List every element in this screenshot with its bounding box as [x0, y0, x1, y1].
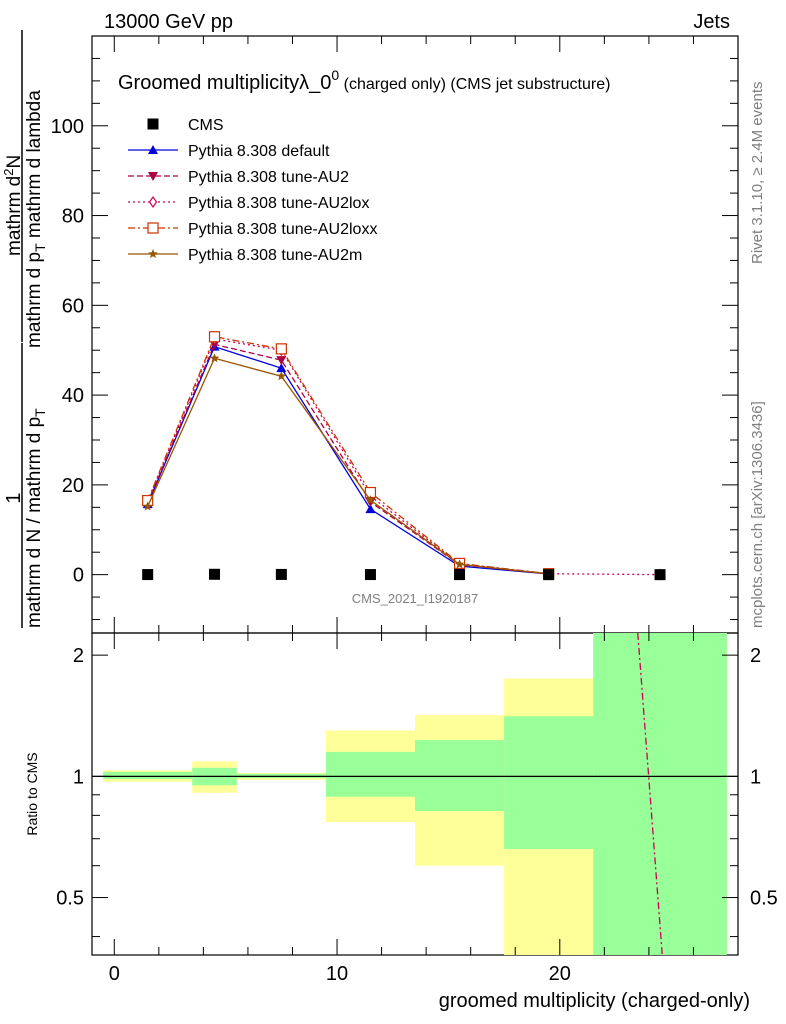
legend-entry-cms: CMS — [147, 117, 224, 134]
legend-entry-au2loxx: Pythia 8.308 tune-AU2loxx — [128, 221, 377, 238]
legend-entry-au2m: Pythia 8.308 tune-AU2m — [128, 247, 362, 264]
mcplots-label: mcplots.cern.ch [arXiv:1306.3436] — [749, 401, 766, 628]
legend-label-au2: Pythia 8.308 tune-AU2 — [188, 169, 349, 186]
point-au2m-2 — [276, 371, 287, 381]
ylabel-den: mathrm d pT mathrm d lambda — [24, 90, 48, 348]
legend-marker-au2loxx — [147, 222, 159, 234]
legend-label-default: Pythia 8.308 default — [188, 143, 330, 160]
point-cms-4 — [454, 569, 466, 581]
point-cms-2 — [275, 568, 287, 580]
ratio-band-inner-4 — [415, 740, 505, 812]
point-au2m-3 — [365, 495, 376, 505]
point-cms-5 — [543, 569, 555, 581]
title-tail: (charged only) (CMS jet substructure) — [339, 76, 610, 93]
y-tick-label-ratio: 1 — [73, 766, 84, 788]
header-left: 13000 GeV pp — [104, 11, 233, 33]
y-tick-label-ratio: 2 — [73, 645, 84, 667]
legend-entry-au2: Pythia 8.308 tune-AU2 — [128, 169, 349, 186]
axis-ticks: 0 20 40 60 80 100 0 10 20 0.5 0.5 1 1 2 2 — [51, 36, 778, 985]
y-tick-label-main: 100 — [51, 116, 84, 138]
ylabel-ratio: Ratio to CMS — [24, 752, 40, 835]
y-tick-label-main: 0 — [73, 565, 84, 587]
point-au2loxx-1 — [208, 331, 221, 343]
ratio-band-inner-5 — [504, 716, 594, 850]
ratio-curve — [637, 632, 663, 956]
series-line-au2m — [147, 357, 549, 575]
ratio-band-inner-6 — [593, 633, 727, 955]
point-au2m-1 — [209, 353, 220, 363]
analysis-watermark: CMS_2021_I1920187 — [352, 591, 479, 606]
legend-marker-au2m — [148, 249, 158, 258]
legend-label-au2loxx: Pythia 8.308 tune-AU2loxx — [188, 221, 377, 238]
x-tick-label: 10 — [326, 963, 348, 985]
ylabel-main: 1 mathrm d N / mathrm d pT mathrm d2N ma… — [1, 30, 48, 628]
series-line-au2lox — [147, 338, 661, 576]
point-cms-0 — [142, 569, 154, 581]
plot-title: Groomed multiplicityλ_00 (charged only) … — [118, 67, 610, 94]
series-line-au2loxx — [147, 336, 549, 575]
point-au2loxx-2 — [275, 343, 287, 355]
point-cms-3 — [364, 569, 376, 581]
xlabel: groomed multiplicity (charged-only) — [439, 990, 750, 1012]
x-tick-label: 20 — [549, 963, 571, 985]
point-au2m-0 — [142, 501, 153, 511]
title-main: Groomed multiplicityλ_0 — [118, 72, 331, 94]
y-tick-label-main: 20 — [62, 475, 84, 497]
x-tick-label: 0 — [109, 963, 120, 985]
point-cms-6 — [654, 569, 666, 581]
ratio-bands — [103, 633, 727, 955]
ratio-band-inner-3 — [325, 751, 415, 797]
point-default-2 — [276, 363, 287, 373]
series-cms — [142, 568, 666, 581]
point-au2m-4 — [454, 559, 465, 569]
point-au2-2 — [276, 356, 287, 366]
series-au2 — [142, 340, 554, 579]
y-tick-label-main: 40 — [62, 385, 84, 407]
main-series — [142, 331, 666, 581]
series-default — [142, 341, 554, 578]
legend-label-au2lox: Pythia 8.308 tune-AU2lox — [188, 195, 369, 212]
title-sup: 0 — [331, 67, 339, 83]
ratio-panel-frame — [91, 632, 739, 956]
legend-label-cms: CMS — [188, 117, 224, 134]
legend-marker-cms — [147, 118, 159, 130]
ylabel-pre-num: 1 — [3, 492, 25, 503]
ylabel-num: mathrm d2N — [1, 155, 25, 256]
point-cms-1 — [209, 568, 221, 580]
y-tick-label-main: 80 — [62, 206, 84, 228]
legend-entry-au2lox: Pythia 8.308 tune-AU2lox — [128, 195, 369, 212]
point-default-3 — [365, 504, 376, 514]
legend: CMS Pythia 8.308 default Pythia 8.308 tune… — [128, 117, 377, 264]
y-tick-label-ratio: 0.5 — [56, 888, 84, 910]
y-tick-label-main: 60 — [62, 295, 84, 317]
ylabel-pre-den: mathrm d N / mathrm d pT — [24, 408, 48, 628]
legend-marker-au2lox — [148, 195, 158, 209]
ratio-band-inner-0 — [103, 772, 193, 779]
legend-label-au2m: Pythia 8.308 tune-AU2m — [188, 247, 362, 264]
series-line-default — [147, 345, 549, 575]
header-right: Jets — [693, 11, 730, 33]
legend-marker-au2 — [148, 172, 158, 181]
legend-marker-default — [148, 145, 158, 154]
rivet-label: Rivet 3.1.10, ≥ 2.4M events — [749, 82, 766, 265]
y-tick-label-ratio-right: 0.5 — [750, 888, 778, 910]
legend-entry-default: Pythia 8.308 default — [128, 143, 330, 160]
series-au2lox — [143, 332, 665, 581]
y-tick-label-ratio-right: 1 — [750, 766, 761, 788]
y-tick-label-ratio-right: 2 — [750, 645, 761, 667]
ratio-curve-line — [637, 632, 663, 956]
